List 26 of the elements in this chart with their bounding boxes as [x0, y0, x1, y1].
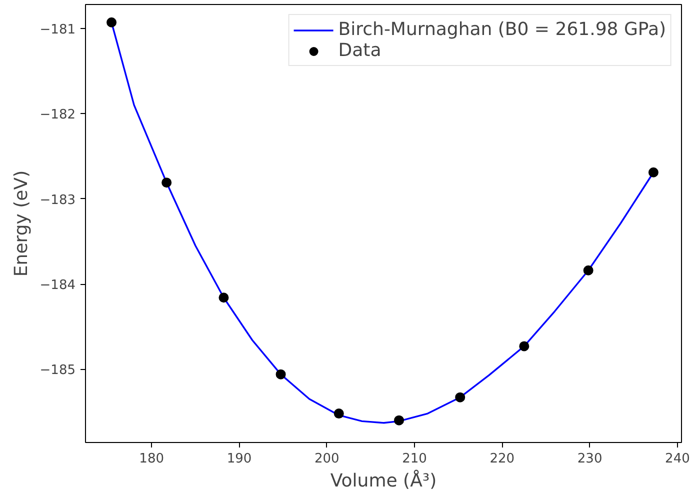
legend-label: Data — [338, 40, 382, 61]
point — [583, 265, 594, 276]
point — [455, 392, 466, 402]
point — [334, 408, 344, 419]
point — [648, 167, 658, 178]
y-tick-label: −182 — [40, 108, 76, 123]
point — [106, 17, 117, 28]
point — [519, 341, 530, 352]
legend-label: Birch-Murnaghan (B0 = 261.98 GPa) — [338, 19, 666, 40]
x-tick-label: 210 — [402, 452, 427, 466]
x-tick-label: 180 — [139, 452, 164, 466]
y-tick-label: −183 — [40, 192, 76, 208]
x-tick-label: 220 — [490, 452, 515, 466]
y-tick-label: −181 — [40, 22, 76, 38]
y-tick-label: −185 — [40, 363, 76, 378]
y-axis-title: Energy (eV) — [10, 170, 32, 277]
point — [276, 369, 286, 380]
point — [394, 415, 404, 426]
x-tick-label: 230 — [577, 452, 602, 466]
x-axis-title: Volume (Å³) — [330, 470, 437, 492]
x-tick-label: 200 — [314, 452, 340, 466]
x-tick-label: 190 — [226, 452, 252, 466]
x-tick-label: 240 — [665, 452, 690, 466]
y-tick-label: −184 — [40, 278, 76, 293]
point — [162, 178, 172, 188]
point — [218, 292, 229, 303]
